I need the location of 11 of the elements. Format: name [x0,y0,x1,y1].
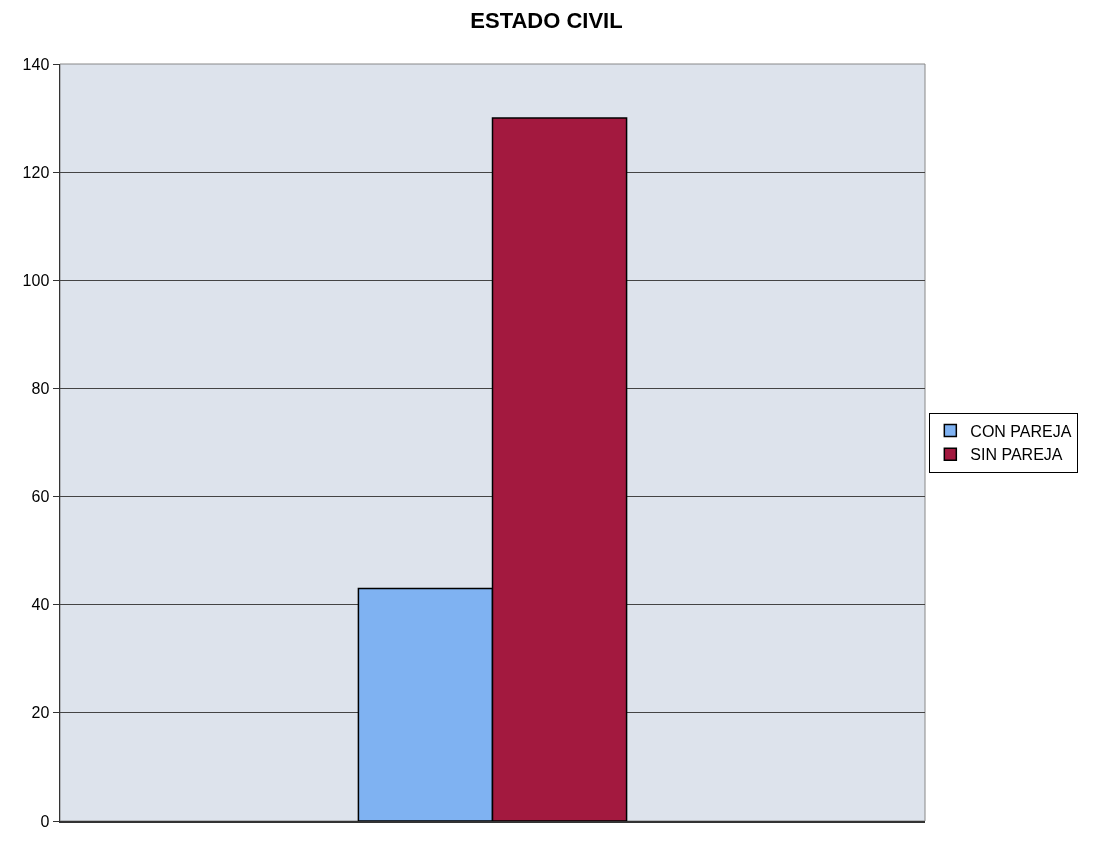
legend-label: SIN PAREJA [970,446,1063,464]
y-tick-label: 100 [22,271,50,289]
legend-label: CON PAREJA [970,422,1072,440]
y-tick-label: 120 [22,163,50,181]
y-tick-label: 60 [31,488,50,506]
y-tick-label: 40 [31,596,50,614]
y-tick-label: 0 [40,812,50,830]
y-tick-label: 140 [22,55,50,73]
y-tick-label: 20 [31,704,50,722]
y-tick-label: 80 [31,380,50,398]
chart-title: ESTADO CIVIL [470,8,623,34]
